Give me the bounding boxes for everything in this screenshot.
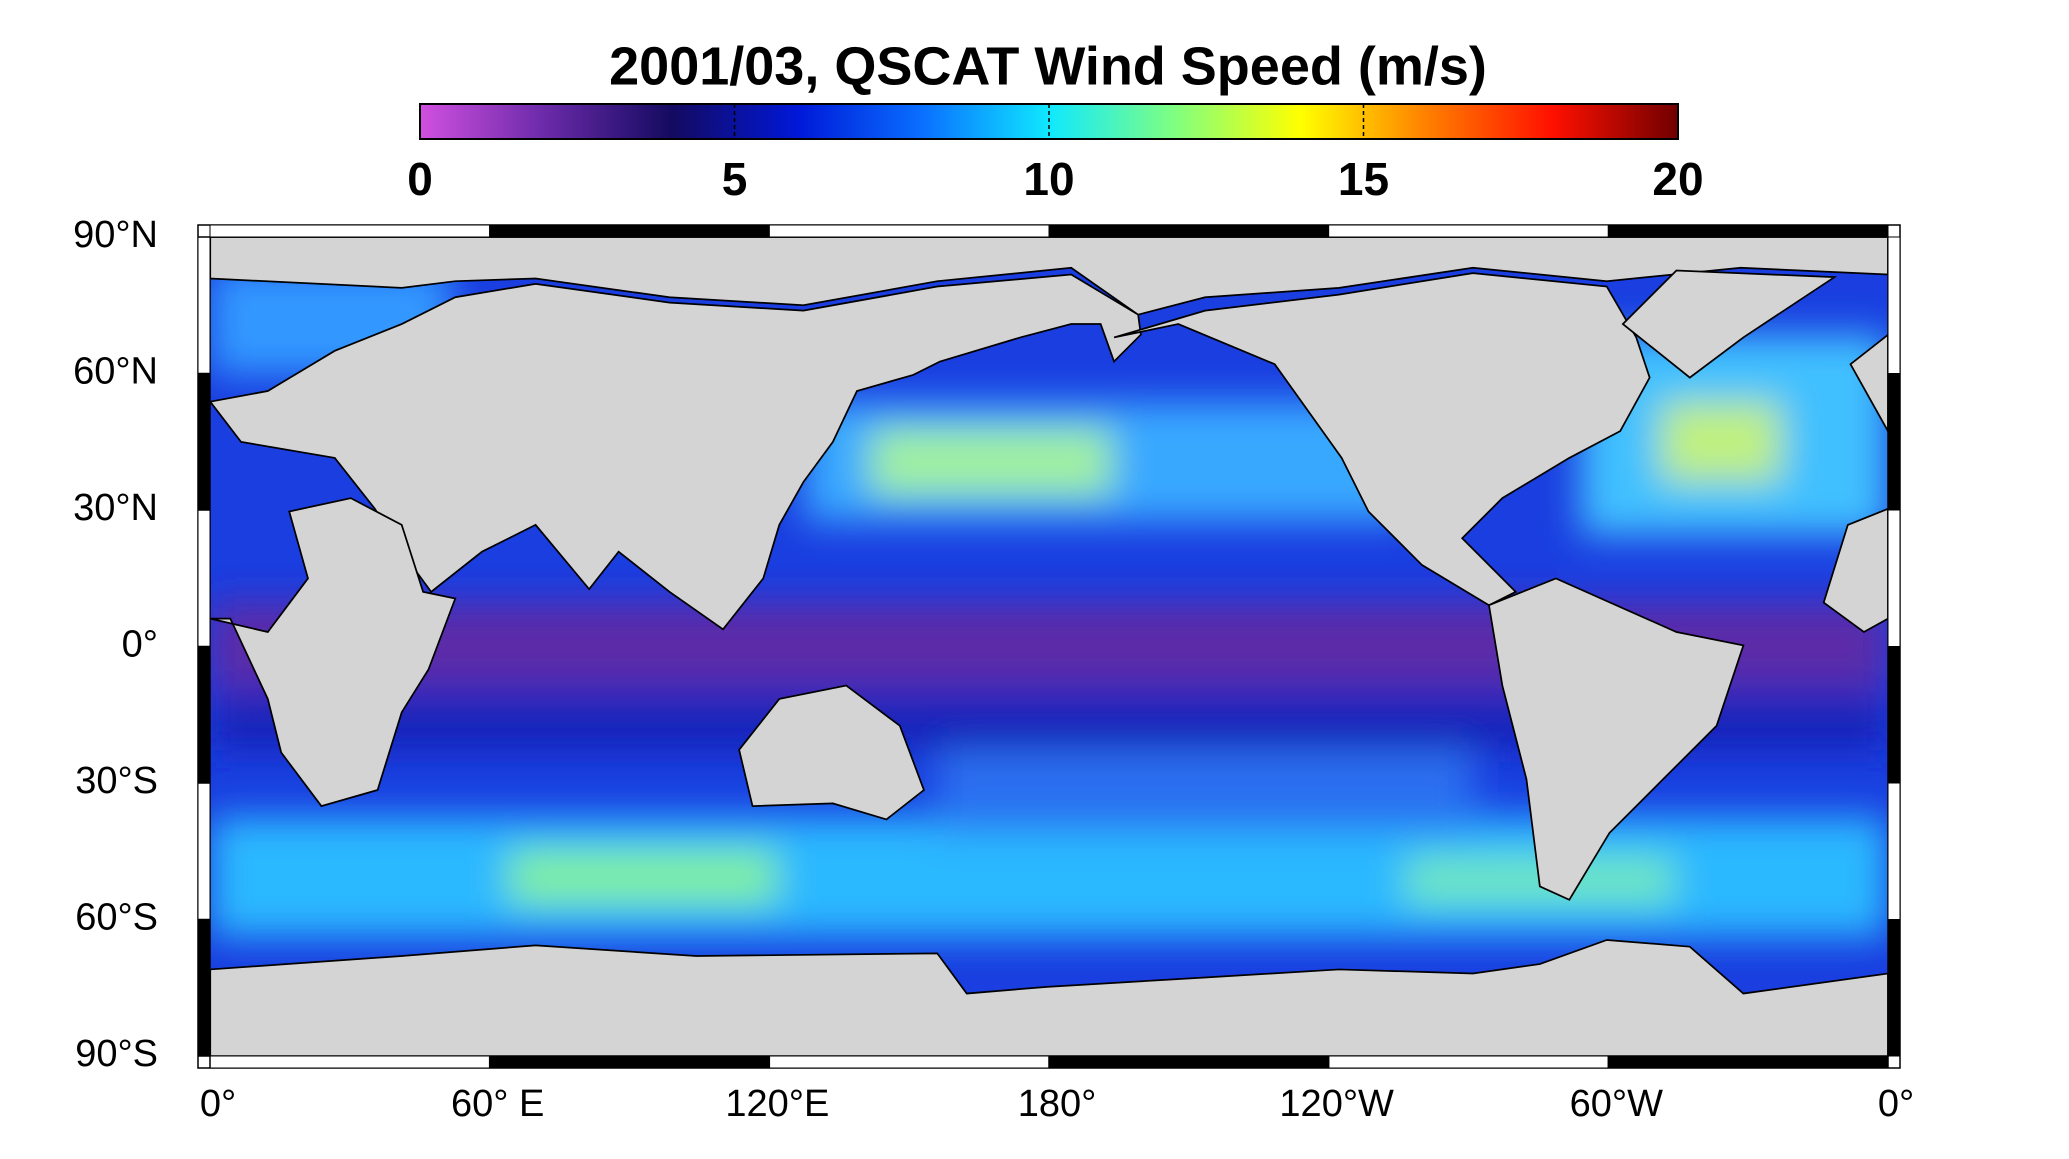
frame-segment xyxy=(209,224,491,238)
y-tick-label: 60°N xyxy=(73,351,158,393)
colorbar-tick-label: 20 xyxy=(1652,153,1703,205)
frame-segment xyxy=(489,224,770,238)
frame-segment xyxy=(1887,782,1901,920)
frame-segment xyxy=(1887,509,1901,647)
frame-segment xyxy=(1328,224,1609,238)
x-tick-label: 60°W xyxy=(1570,1083,1663,1125)
frame-segment xyxy=(197,919,211,1057)
map-frame: 0° 60° E 120°E 180° 120°W 60°W 0° 90°N 60°N 30°N 0… xyxy=(73,214,1914,1125)
y-tick-label: 30°S xyxy=(75,760,158,802)
frame-segment xyxy=(1048,224,1330,238)
frame-segment xyxy=(197,373,211,511)
frame-segment xyxy=(1887,919,1901,1057)
colorbar-tick-label: 0 xyxy=(407,153,433,205)
colorbar-tick-label: 5 xyxy=(722,153,748,205)
x-tick-label: 120°W xyxy=(1279,1083,1394,1125)
map-title: 2001/03, QSCAT Wind Speed (m/s) xyxy=(609,36,1487,96)
y-tick-label: 90°N xyxy=(73,214,158,256)
frame-segment xyxy=(1328,1055,1609,1069)
colorbar: 0 5 10 15 20 xyxy=(407,103,1704,205)
y-tick-label: 0° xyxy=(122,624,158,666)
frame-segment xyxy=(1887,236,1901,374)
frame-segment xyxy=(489,1055,770,1069)
frame-segment xyxy=(209,1055,491,1069)
wind-field xyxy=(210,237,1888,1056)
x-tick-label: 0° xyxy=(200,1083,236,1125)
frame-segment xyxy=(1607,1055,1889,1069)
frame-segment xyxy=(768,224,1050,238)
y-tick-label: 60°S xyxy=(75,897,158,939)
frame-segment xyxy=(197,236,211,374)
frame-segment xyxy=(1887,373,1901,511)
x-tick-label: 120°E xyxy=(725,1083,829,1125)
frame-segment xyxy=(197,782,211,920)
frame-segment xyxy=(1887,646,1901,784)
y-tick-label: 90°S xyxy=(75,1033,158,1075)
frame-segment xyxy=(197,509,211,647)
colorbar-tick-label: 15 xyxy=(1338,153,1389,205)
x-tick-label: 180° xyxy=(1018,1083,1097,1125)
x-tick-label: 60° E xyxy=(451,1083,544,1125)
x-tick-label: 0° xyxy=(1878,1083,1914,1125)
frame-segment xyxy=(1048,1055,1330,1069)
frame-segment xyxy=(768,1055,1050,1069)
frame-segment xyxy=(197,646,211,784)
land xyxy=(210,237,1888,1056)
frame-segment xyxy=(1607,224,1889,238)
colorbar-tick-label: 10 xyxy=(1023,153,1074,205)
y-tick-label: 30°N xyxy=(73,487,158,529)
